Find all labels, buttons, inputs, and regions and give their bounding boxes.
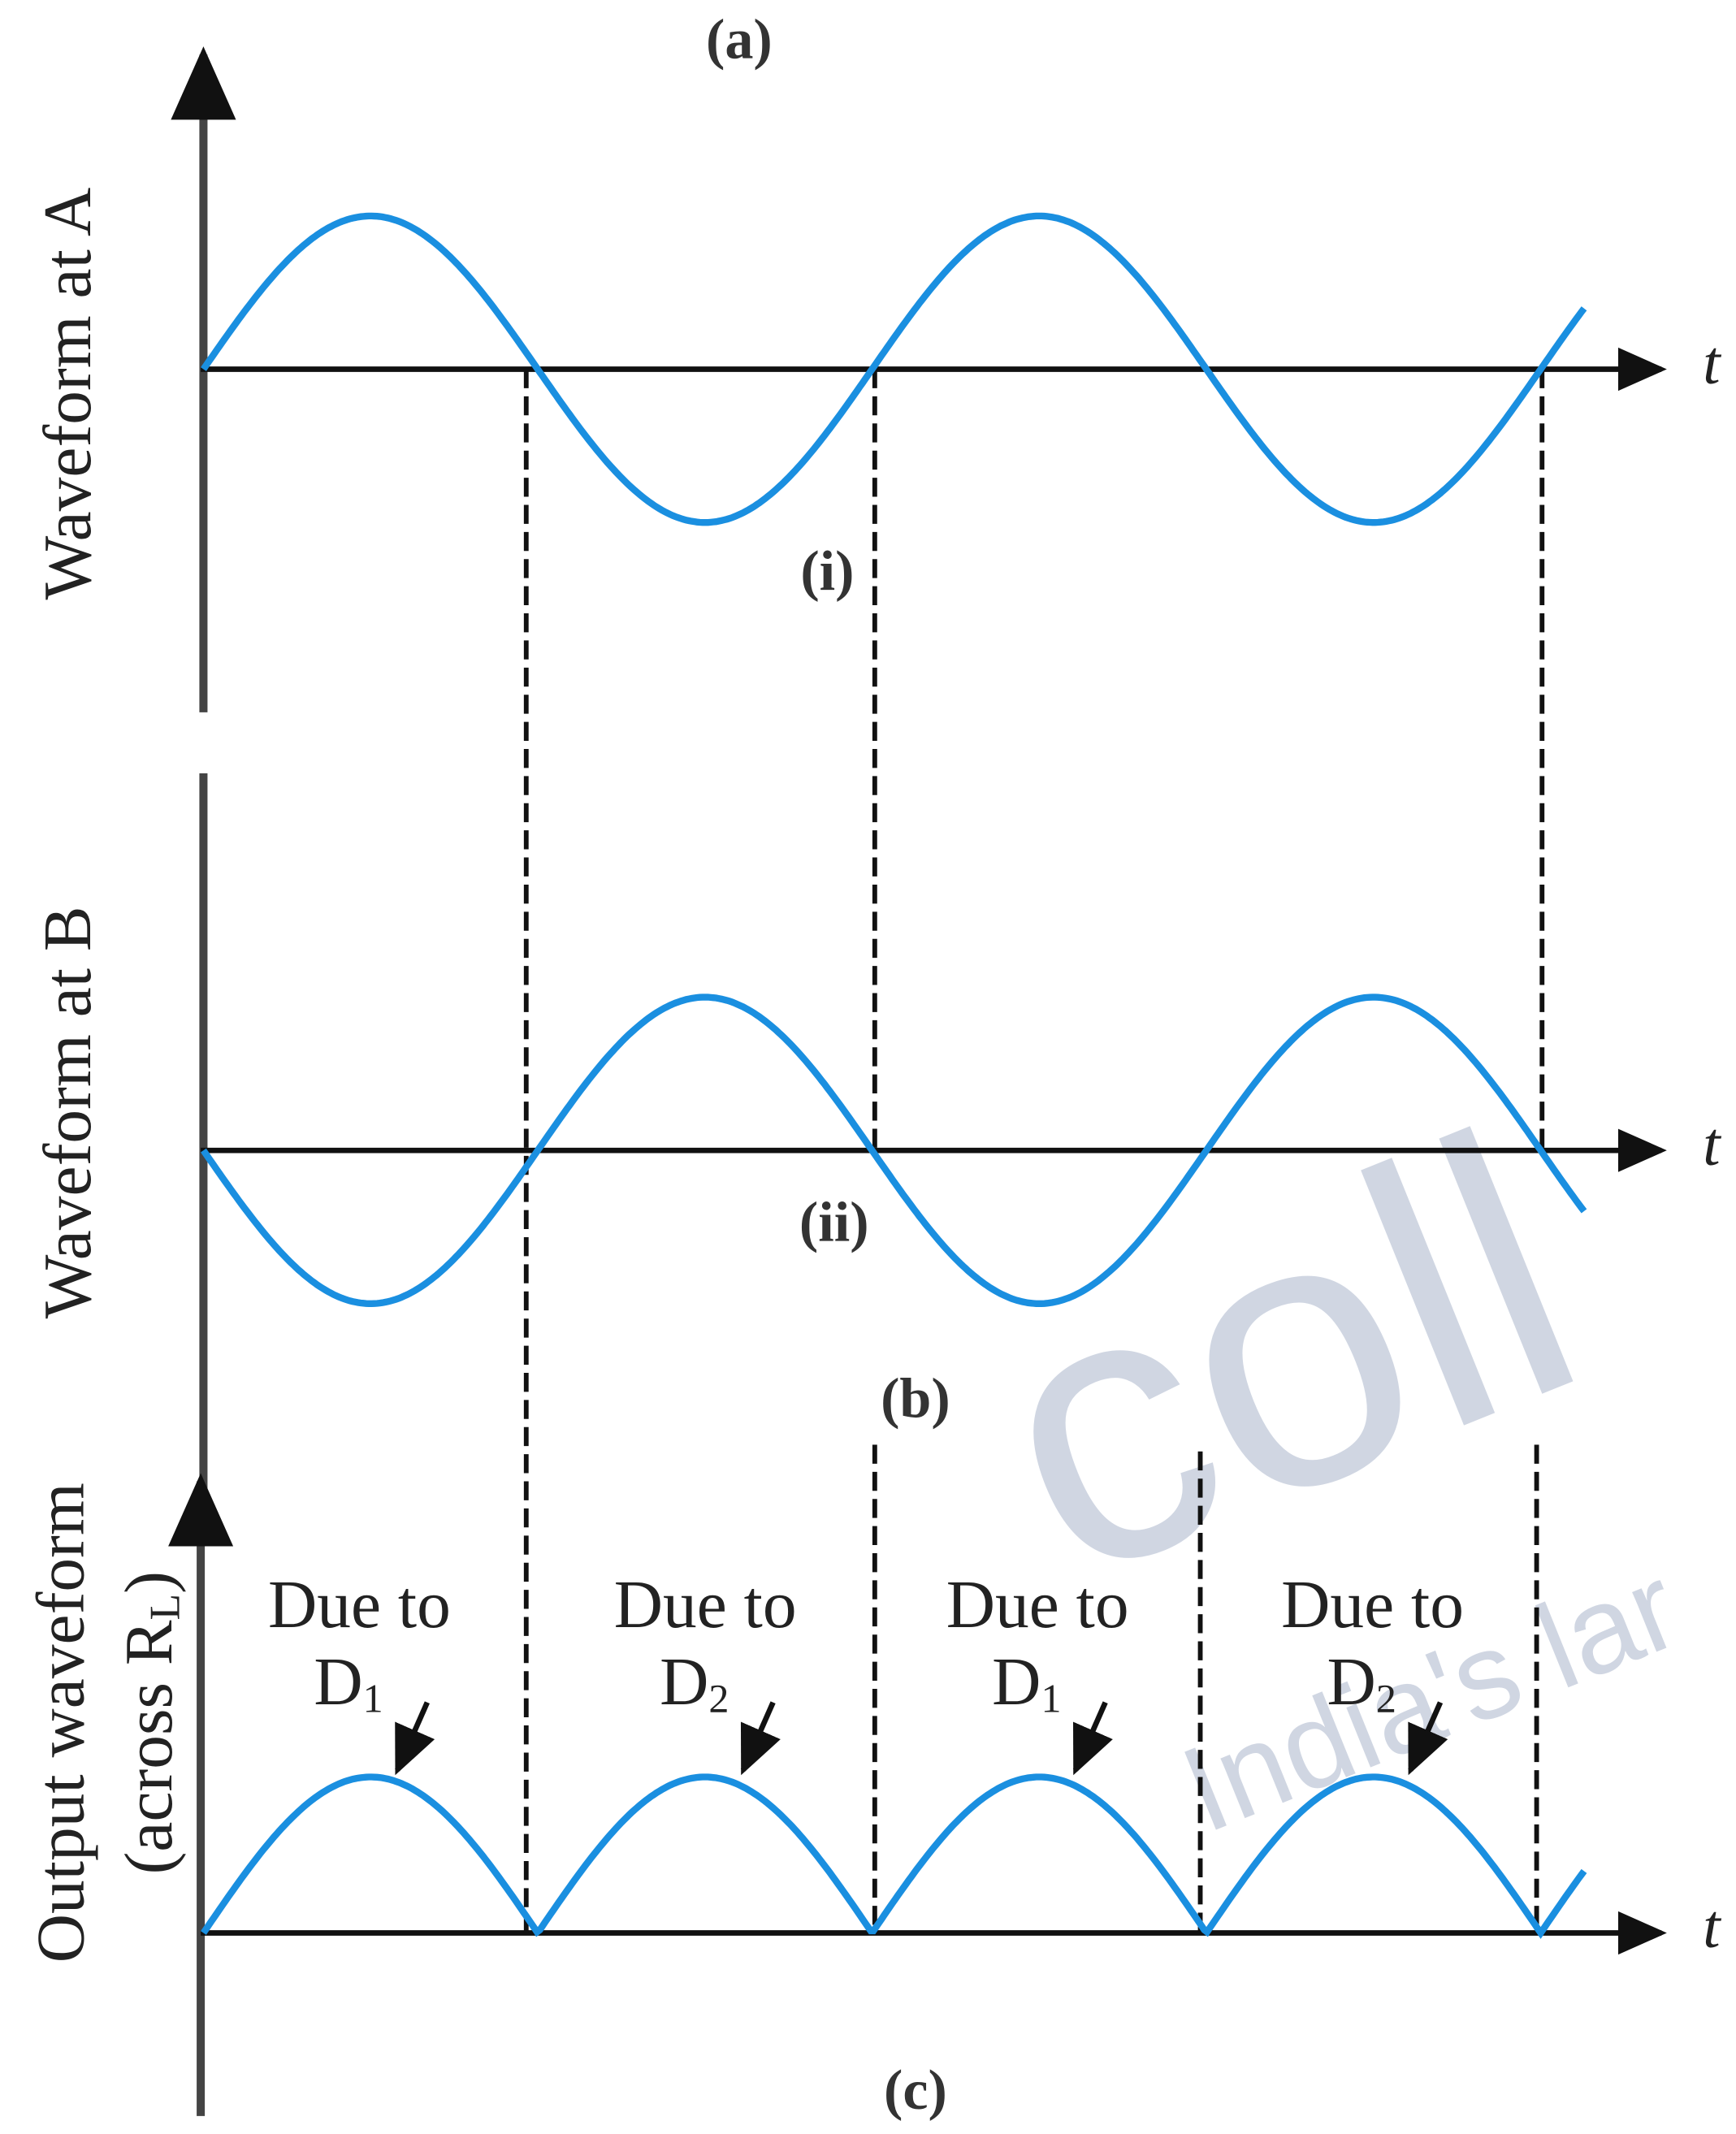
axis-title: Output waveform: [24, 1483, 99, 1963]
subscript: 2: [708, 1675, 729, 1721]
axis-subtitle-end: ): [112, 1571, 187, 1594]
panel-tag: (ii): [799, 1191, 869, 1253]
subscript: 1: [1041, 1675, 1061, 1721]
annotation-line: Due to: [1281, 1568, 1464, 1643]
figure: coll India's lar (a) (b) (c) t t t Wavef…: [0, 0, 1736, 2134]
annotation-arrow: [743, 1703, 773, 1770]
t-label: t: [1703, 1892, 1721, 1961]
annotation-diode: D1: [314, 1645, 383, 1721]
axis-subtitle-text: (across R: [112, 1620, 187, 1874]
t-label: t: [1703, 1110, 1721, 1179]
annotation-arrow: [1076, 1703, 1106, 1770]
annotation-diode: D1: [992, 1645, 1061, 1721]
panel-tag: (i): [800, 540, 854, 603]
annotation-line: Due to: [268, 1568, 451, 1643]
annotation-line: Due to: [946, 1568, 1129, 1643]
output-waveform: [203, 1777, 1584, 1933]
axis-title: Waveform at A: [31, 188, 106, 600]
annotation-line: Due to: [614, 1568, 797, 1643]
t-label: t: [1703, 328, 1721, 397]
axis-subtitle: (across RL): [112, 1571, 189, 1874]
figure-label: (a): [706, 9, 773, 71]
diode-name: D: [314, 1645, 362, 1720]
figure-label: (b): [881, 1367, 950, 1430]
subscript: 2: [1376, 1675, 1396, 1721]
subscript: L: [141, 1594, 189, 1621]
subscript: 1: [363, 1675, 383, 1721]
diode-name: D: [1327, 1645, 1376, 1720]
diode-name: D: [660, 1645, 708, 1720]
axis-title: Waveform at B: [31, 907, 106, 1319]
figure-label: (c): [884, 2059, 947, 2122]
annotation-arrow: [397, 1703, 427, 1770]
annotation-diode: D2: [660, 1645, 729, 1721]
diode-name: D: [992, 1645, 1041, 1720]
